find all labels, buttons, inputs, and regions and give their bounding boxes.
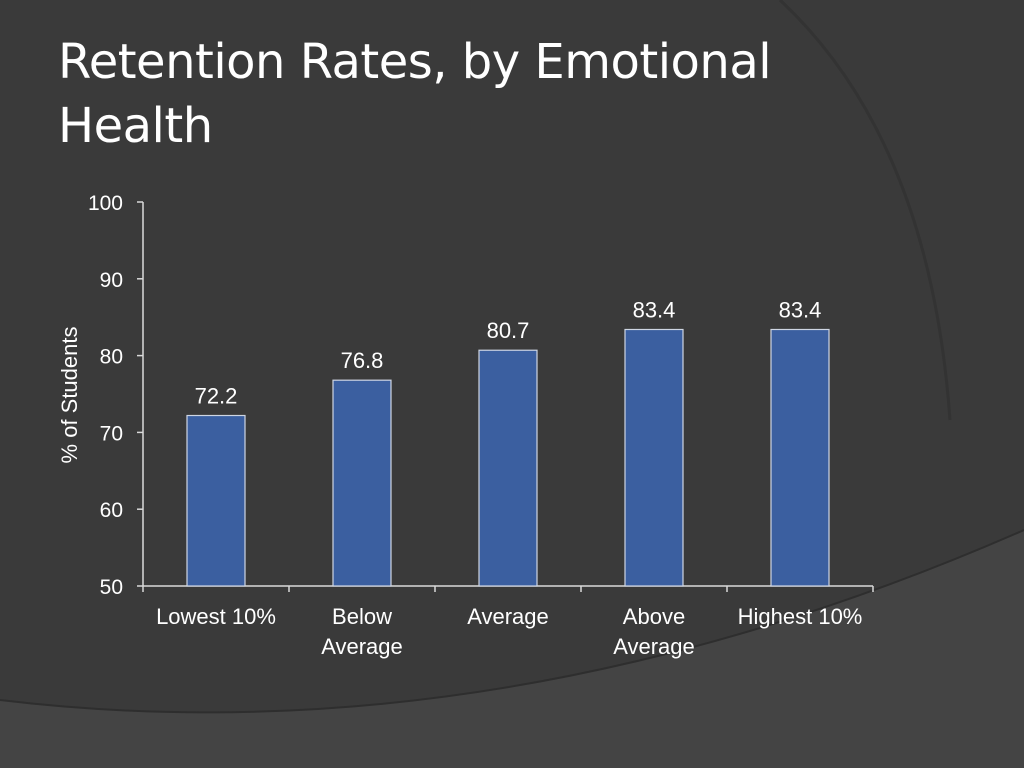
- bar: [186, 414, 246, 587]
- y-tick-label: 90: [100, 269, 123, 292]
- data-label: 72.2: [195, 384, 238, 409]
- y-axis-label: % of Students: [57, 327, 82, 464]
- x-axis: Lowest 10% Below Average Average Above Averag…: [142, 585, 874, 659]
- y-tick-label: 80: [100, 346, 123, 369]
- x-tick-label-line: Highest 10%: [738, 604, 863, 629]
- x-tick-label-line: Average: [467, 604, 549, 629]
- x-tick-label-line: Below: [332, 604, 392, 629]
- x-tick-label: Lowest 10%: [156, 604, 276, 629]
- y-tick-label: 60: [100, 499, 123, 522]
- x-tick-label: Highest 10%: [738, 604, 863, 629]
- y-tick-label: 70: [100, 422, 123, 445]
- x-tick-label-line: Above: [623, 604, 685, 629]
- data-label: 76.8: [341, 348, 384, 373]
- data-labels: 72.2 76.8 80.7 83.4 83.4: [195, 297, 822, 408]
- bar: [478, 349, 538, 587]
- data-label: 83.4: [633, 297, 676, 322]
- bar: [332, 379, 392, 587]
- data-label: 83.4: [779, 297, 822, 322]
- background-arc: [778, 0, 952, 421]
- x-tick-label: Average: [467, 604, 549, 629]
- x-tick-label: Above Average: [613, 604, 695, 659]
- x-tick-label-line: Lowest 10%: [156, 604, 276, 629]
- x-tick-label-line: Average: [613, 634, 695, 659]
- data-label: 80.7: [487, 318, 530, 343]
- x-tick-label: Below Average: [321, 604, 403, 659]
- y-tick-label: 50: [100, 576, 123, 599]
- background-curve: [0, 529, 1024, 714]
- bar: [770, 328, 830, 587]
- y-axis: 50 60 70 80 90 100: [88, 192, 144, 599]
- slide-title: Retention Rates, by Emotional Health: [58, 34, 772, 154]
- bars: [186, 328, 830, 587]
- x-tick-label-line: Average: [321, 634, 403, 659]
- bar: [624, 328, 684, 587]
- background-swoosh: [0, 530, 1024, 768]
- y-tick-label: 100: [88, 192, 123, 215]
